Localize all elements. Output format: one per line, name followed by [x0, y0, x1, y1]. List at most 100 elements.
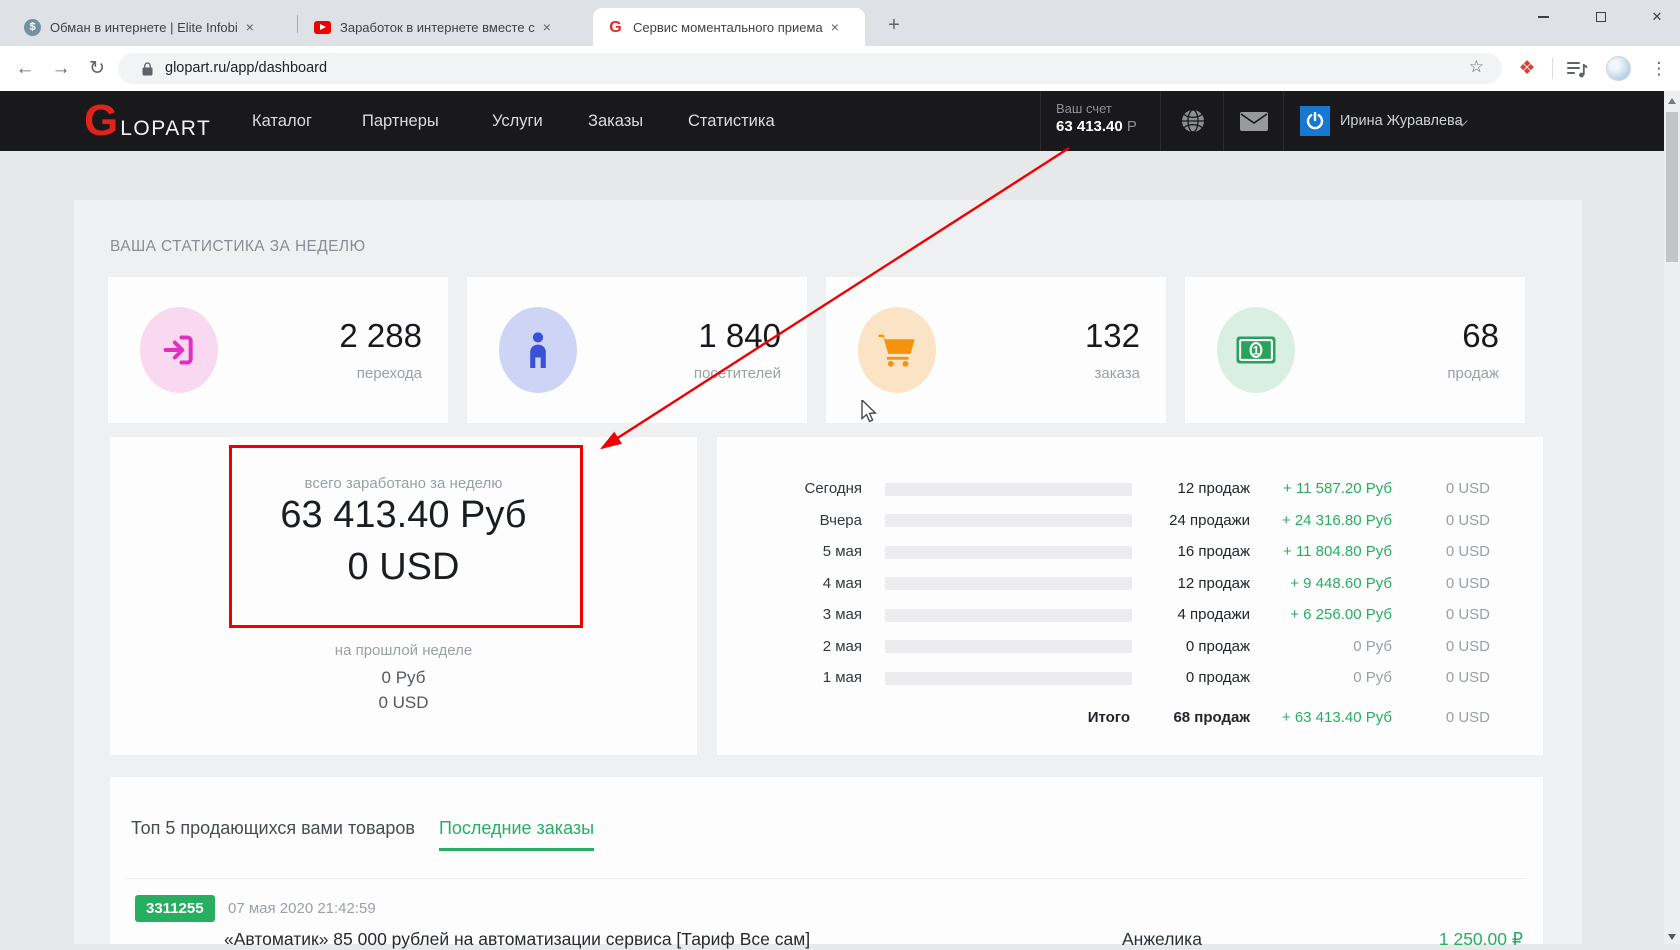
minimize-icon — [1537, 16, 1549, 18]
scrollbar-thumb[interactable] — [1666, 112, 1678, 262]
nav-item-services[interactable]: Услуги — [492, 112, 543, 130]
order-id-badge: 3311255 — [135, 895, 215, 922]
logo-text: LOPART — [120, 117, 212, 140]
navbar-separator — [1223, 91, 1224, 151]
account-balance[interactable]: Ваш счет 63 413.40 Р — [1056, 101, 1142, 135]
youtube-icon — [314, 19, 331, 36]
chart-row: Сегодня 12 продаж + 11 587.20 Руб 0 USD — [717, 473, 1543, 505]
row-rub: + 24 316.80 Руб — [1281, 511, 1392, 529]
close-tab-icon[interactable]: × — [542, 19, 551, 35]
balance-value: 63 413.40 Р — [1056, 118, 1137, 135]
total-usd: 0 USD — [1445, 709, 1490, 726]
bar-track — [885, 671, 1132, 685]
extension-diamond-icon[interactable]: ❖ — [1518, 58, 1536, 79]
weekly-sales-chart: Сегодня 12 продаж + 11 587.20 Руб 0 USD … — [717, 437, 1543, 755]
user-name[interactable]: Ирина Журавлева — [1340, 113, 1463, 129]
nav-item-partners[interactable]: Партнеры — [362, 112, 439, 130]
envelope-icon[interactable] — [1240, 112, 1268, 136]
stat-label: заказа — [1094, 365, 1140, 382]
stat-label: продаж — [1447, 365, 1499, 382]
row-rub: 0 Руб — [1353, 669, 1392, 686]
orders-card: Топ 5 продающихся вами товаров Последние… — [110, 777, 1543, 949]
window-minimize-button[interactable] — [1520, 0, 1566, 34]
stat-card-visitors: 1 840 посетителей — [467, 277, 807, 423]
balance-label: Ваш счет — [1056, 101, 1112, 116]
close-icon: ✕ — [1651, 9, 1663, 24]
close-tab-icon[interactable]: × — [245, 19, 254, 35]
bar-track — [885, 640, 1132, 653]
row-usd: 0 USD — [1445, 511, 1490, 529]
back-icon[interactable]: ← — [15, 57, 35, 79]
row-sales: 4 продажи — [1177, 606, 1251, 623]
scroll-down-icon[interactable] — [1668, 934, 1676, 940]
reload-icon[interactable]: ↻ — [89, 58, 105, 79]
tab-top5-products[interactable]: Топ 5 продающихся вами товаров — [131, 818, 415, 838]
row-sales: 12 продаж — [1177, 480, 1250, 497]
bar-track — [885, 514, 1132, 527]
browser-menu-button[interactable]: ⋮ — [1644, 46, 1674, 91]
row-rub: + 9 448.60 Руб — [1290, 574, 1392, 592]
banknote-icon: 1 — [1217, 307, 1295, 393]
row-rub: + 11 804.80 Руб — [1283, 543, 1392, 560]
page-scrollbar[interactable] — [1664, 91, 1680, 944]
bar-track — [885, 608, 1132, 622]
row-label: 1 мая — [822, 669, 862, 686]
nav-item-statistics[interactable]: Статистика — [688, 112, 775, 130]
browser-tab-1[interactable]: $ Обман в интернете | Elite Infobi × — [10, 8, 294, 46]
globe-icon[interactable] — [1180, 108, 1206, 139]
order-buyer: Анжелика — [1122, 929, 1202, 949]
row-usd: 0 USD — [1445, 637, 1490, 655]
forward-icon[interactable]: → — [51, 57, 71, 79]
bookmark-star-icon[interactable]: ☆ — [1468, 57, 1484, 76]
coin-dollar-icon: $ — [24, 18, 41, 36]
row-label: Вчера — [819, 511, 862, 529]
row-usd: 0 USD — [1445, 669, 1490, 686]
tab-recent-orders[interactable]: Последние заказы — [438, 818, 595, 851]
tab-title: Сервис моментального приема — [633, 19, 823, 35]
new-tab-button[interactable]: + — [888, 14, 900, 36]
stat-value: 1 840 — [698, 317, 781, 354]
chart-row: 5 мая 16 продаж + 11 804.80 Руб 0 USD — [717, 536, 1543, 568]
browser-profile-avatar[interactable] — [1603, 46, 1633, 91]
stat-card-clicks: 2 288 перехода — [108, 277, 448, 423]
dashboard-container: ВАША СТАТИСТИКА ЗА НЕДЕЛЮ 2 288 перехода… — [74, 200, 1582, 949]
svg-text:1: 1 — [1253, 344, 1260, 358]
chart-total-row: Итого 68 продаж + 63 413.40 Руб 0 USD — [717, 702, 1543, 734]
tab-separator — [297, 15, 298, 33]
total-rub: + 63 413.40 Руб — [1281, 709, 1392, 726]
browser-tab-3-active[interactable]: G Сервис моментального приема × — [593, 8, 865, 46]
row-label: 3 мая — [822, 606, 862, 623]
row-usd: 0 USD — [1445, 480, 1490, 497]
window-close-button[interactable]: ✕ — [1634, 0, 1680, 34]
row-sales: 16 продаж — [1177, 543, 1250, 560]
playlist-extension-icon[interactable] — [1562, 46, 1592, 91]
browser-tab-2[interactable]: Заработок в интернете вместе с × — [300, 8, 588, 46]
url-text[interactable]: glopart.ru/app/dashboard — [165, 60, 328, 76]
earnings-card: всего заработано за неделю 63 413.40 Руб… — [110, 437, 697, 755]
nav-item-orders[interactable]: Заказы — [588, 112, 644, 130]
row-usd: 0 USD — [1445, 574, 1490, 592]
order-price: 1 250.00 ₽ — [1438, 929, 1523, 949]
toolbar-separator — [1552, 58, 1553, 79]
address-bar[interactable]: glopart.ru/app/dashboard ☆ — [118, 53, 1502, 84]
navbar-separator — [1283, 91, 1284, 151]
row-sales: 12 продаж — [1177, 574, 1250, 592]
stat-card-sales: 1 68 продаж — [1185, 277, 1525, 423]
order-date: 07 мая 2020 21:42:59 — [228, 900, 376, 917]
last-week-title: на прошлой неделе — [334, 642, 473, 659]
chart-row: 2 мая 0 продаж 0 Руб 0 USD — [717, 631, 1543, 663]
chart-row: Вчера 24 продажи + 24 316.80 Руб 0 USD — [717, 505, 1543, 537]
chart-row: 3 мая 4 продажи + 6 256.00 Руб 0 USD — [717, 599, 1543, 631]
power-icon — [1306, 112, 1324, 130]
glopart-icon: G — [609, 18, 622, 36]
close-tab-icon[interactable]: × — [830, 19, 839, 35]
earnings-title: всего заработано за неделю — [304, 475, 503, 492]
cart-icon — [858, 307, 936, 393]
nav-item-catalog[interactable]: Каталог — [252, 112, 312, 130]
glopart-logo[interactable]: G LOPART — [84, 97, 211, 145]
window-maximize-button[interactable] — [1578, 0, 1624, 34]
order-product-link[interactable]: «Автоматик» 85 000 рублей на автоматизац… — [224, 929, 811, 949]
divider — [124, 878, 1527, 879]
user-avatar[interactable] — [1300, 106, 1330, 136]
scroll-up-icon[interactable] — [1668, 98, 1676, 104]
